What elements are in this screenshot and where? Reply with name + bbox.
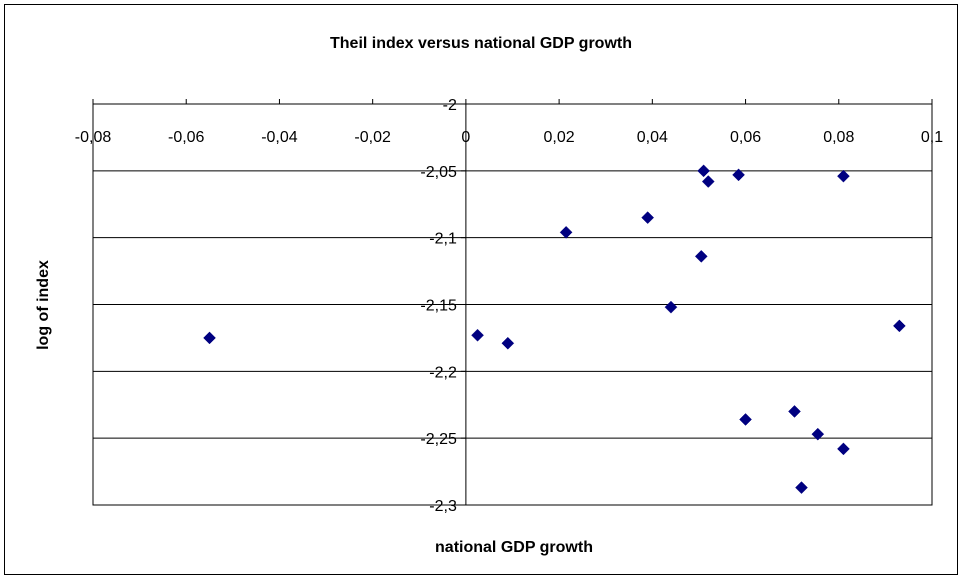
data-point bbox=[788, 405, 801, 418]
y-tick-label: -2,3 bbox=[429, 498, 457, 515]
data-point bbox=[641, 211, 655, 224]
data-point bbox=[664, 300, 678, 314]
x-tick-label: -0,08 bbox=[75, 129, 112, 146]
y-axis-title: log of index bbox=[35, 260, 52, 350]
x-tick-label: 0,02 bbox=[544, 129, 575, 146]
y-tick-label: -2,1 bbox=[429, 231, 457, 248]
y-tick-label: -2 bbox=[443, 97, 457, 114]
x-tick-label: 0 bbox=[461, 129, 470, 146]
x-tick-label: 0,04 bbox=[637, 129, 668, 146]
x-tick-label: -0,02 bbox=[354, 129, 391, 146]
data-point bbox=[701, 175, 715, 188]
y-tick-label: -2,25 bbox=[420, 431, 457, 448]
chart-title: Theil index versus national GDP growth bbox=[330, 35, 632, 52]
x-tick-label: -0,06 bbox=[168, 129, 205, 146]
data-point bbox=[501, 336, 515, 350]
plot-area: -0,08 -0,06 -0,04 -0,02 0 0,02 0,04 0,06 0,08 0,1… bbox=[75, 97, 943, 515]
data-point bbox=[697, 164, 710, 178]
data-point bbox=[739, 413, 752, 426]
y-tick-label: -2,15 bbox=[420, 298, 457, 315]
x-tick-label: 0,08 bbox=[823, 129, 854, 146]
data-point bbox=[837, 442, 850, 456]
y-tick-label: -2,05 bbox=[420, 164, 457, 181]
y-tick-label: -2,2 bbox=[429, 364, 457, 381]
data-point bbox=[795, 481, 808, 494]
x-axis-title: national GDP growth bbox=[435, 539, 593, 556]
data-point bbox=[203, 331, 216, 345]
chart-frame bbox=[4, 4, 958, 575]
data-point bbox=[559, 225, 573, 239]
data-point bbox=[893, 319, 906, 333]
data-point bbox=[837, 169, 850, 183]
x-tick-label: 0,1 bbox=[921, 129, 943, 146]
data-point bbox=[732, 168, 745, 182]
data-point bbox=[811, 427, 825, 441]
data-point bbox=[694, 250, 708, 263]
x-tick-label: 0,06 bbox=[730, 129, 761, 146]
x-tick-label: -0,04 bbox=[261, 129, 298, 146]
data-point bbox=[471, 328, 484, 342]
